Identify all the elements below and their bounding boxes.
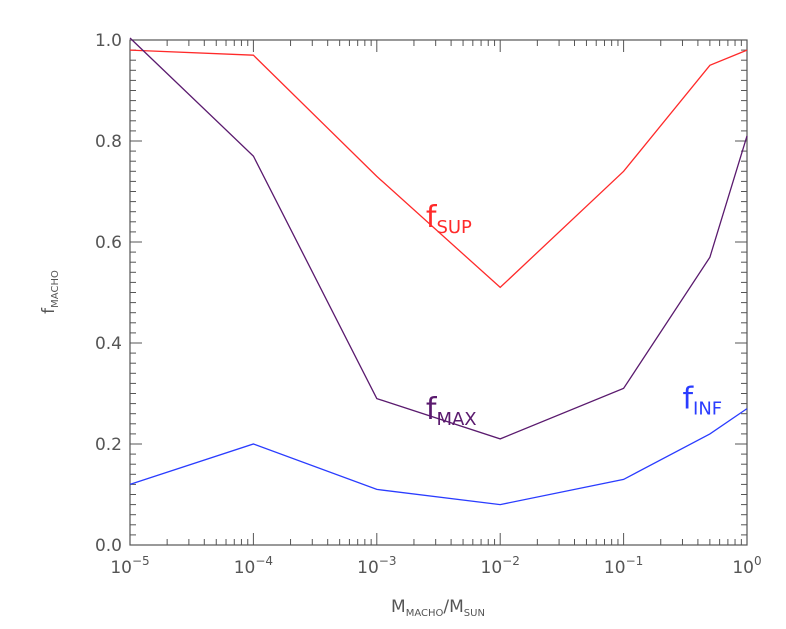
x-tick-label: 10−2 [481,554,520,578]
series-line-sup [129,49,748,289]
y-axis-label: fMACHO [39,270,61,314]
x-axis-label-sub1: MACHO [406,608,444,619]
y-tick-label: 0.6 [95,233,122,253]
x-axis-label-sub2: SUN [464,608,485,619]
series-label-sup: fSUP [426,200,472,238]
y-tick-label: 0.0 [95,536,122,556]
x-tick-label: 10−5 [110,554,149,578]
x-tick-label: 100 [732,554,761,578]
x-axis-label-sep: /M [443,597,463,617]
x-tick-label: 10−1 [604,554,643,578]
x-tick-label: 10−4 [234,554,273,578]
x-axis-label-main: M [391,597,406,617]
x-tick-label: 10−3 [357,554,396,578]
y-tick-label: 0.2 [95,435,122,455]
axis-ticks: 10−5 10−4 10−3 10−2 10−1 100 0.0 0.2 0.4 0.6 0.8 1.… [95,31,762,578]
y-tick-label: 0.8 [95,132,122,152]
y-tick-label: 1.0 [95,31,122,51]
plot-frame [129,39,748,546]
series-line-max [129,37,748,440]
y-tick-label: 0.4 [95,334,122,354]
series-label-inf: fINF [682,382,722,420]
series-labels: fSUP fMAX fINF [426,200,722,430]
y-axis-label-sub: MACHO [50,270,61,308]
series-label-max: fMAX [426,392,477,430]
series-layer [129,37,748,506]
x-axis-label: MMACHO/MSUN [391,597,485,619]
y-axis-label-main: f [39,307,59,314]
